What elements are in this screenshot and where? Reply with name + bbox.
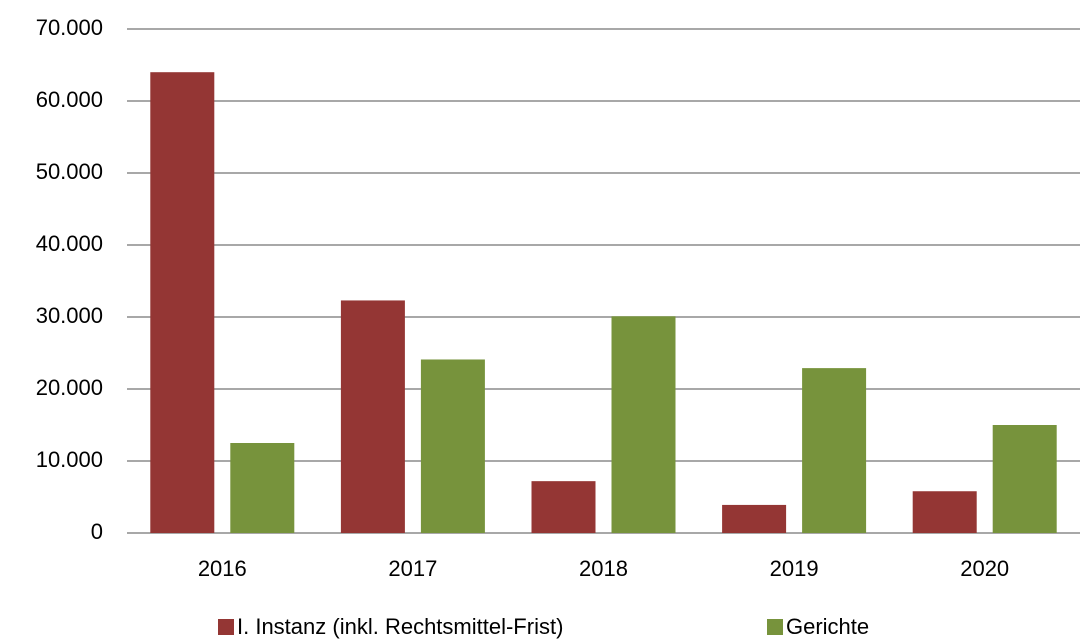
y-tick-label: 50.000 [36, 159, 103, 184]
x-tick-label: 2018 [579, 556, 628, 581]
y-tick-label: 40.000 [36, 231, 103, 256]
x-tick-label: 2020 [960, 556, 1009, 581]
y-tick-label: 0 [91, 519, 103, 544]
y-tick-label: 30.000 [36, 303, 103, 328]
x-tick-label: 2016 [198, 556, 247, 581]
x-tick-label: 2017 [388, 556, 437, 581]
legend-label: I. Instanz (inkl. Rechtsmittel-Frist) [237, 614, 563, 639]
bar [722, 504, 787, 533]
bar [912, 491, 977, 533]
legend-swatch [218, 619, 234, 635]
bar [150, 72, 215, 533]
y-tick-label: 20.000 [36, 375, 103, 400]
bar [992, 425, 1057, 533]
y-tick-label: 60.000 [36, 87, 103, 112]
bar [340, 300, 405, 533]
bar [531, 481, 596, 533]
legend-swatch [767, 619, 783, 635]
y-tick-label: 70.000 [36, 15, 103, 40]
y-tick-label: 10.000 [36, 447, 103, 472]
bar [420, 359, 485, 533]
bar [230, 443, 295, 533]
x-tick-label: 2019 [770, 556, 819, 581]
bar [802, 368, 867, 533]
bar [611, 316, 676, 533]
legend-label: Gerichte [786, 614, 869, 639]
